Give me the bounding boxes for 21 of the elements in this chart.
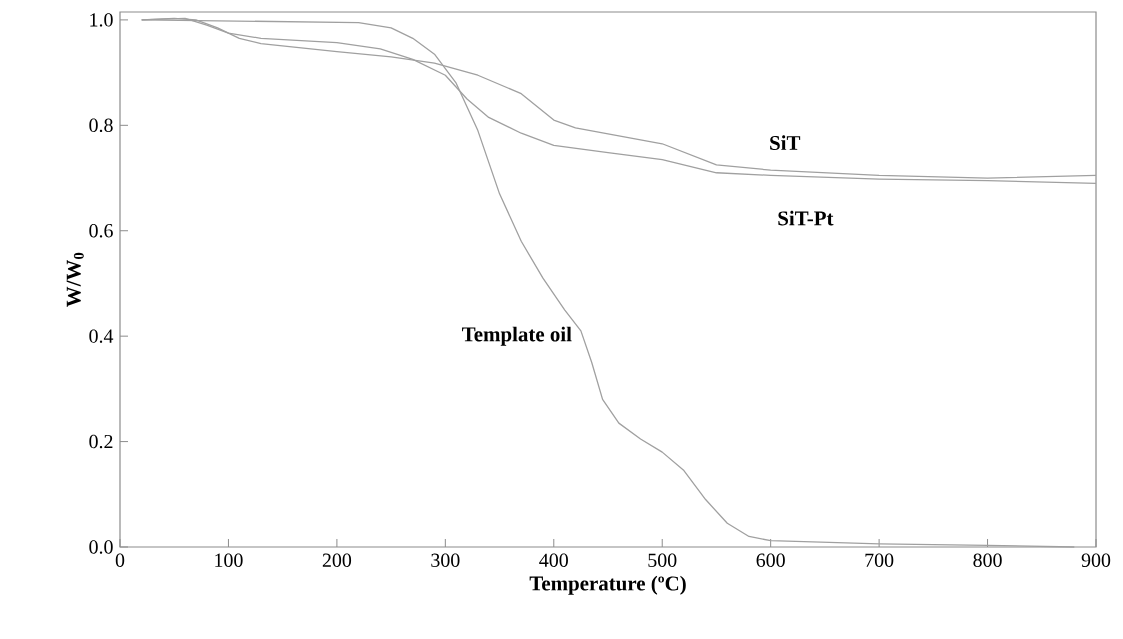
x-tick-label: 0 [115,553,125,567]
y-tick-label: 1.0 [90,13,113,27]
x-tick-label: 300 [431,553,460,567]
series-label: SiT-Pt [778,210,834,226]
x-tick-label: 600 [756,553,785,567]
x-tick-label: 400 [539,553,568,567]
y-axis-title: W/W$_{0}$ [66,252,84,307]
y-tick-label: 0.8 [89,118,113,133]
y-tick-label: 0.2 [89,434,113,449]
x-tick-label: 200 [322,553,352,567]
y-tick-label: 0.0 [89,540,113,554]
x-tick-label: 800 [973,553,1002,567]
y-tick-label: 0.6 [89,223,113,238]
x-tick-label: 100 [215,553,243,567]
series-label: Template oil [462,326,572,346]
x-axis-title: Temperature (ºC) [529,575,686,595]
series-label: SiT [770,135,801,151]
x-tick-label: 700 [865,553,894,567]
x-tick-label: 500 [648,553,677,567]
y-tick-label: 0.4 [89,329,114,343]
x-tick-label: 900 [1081,553,1111,567]
